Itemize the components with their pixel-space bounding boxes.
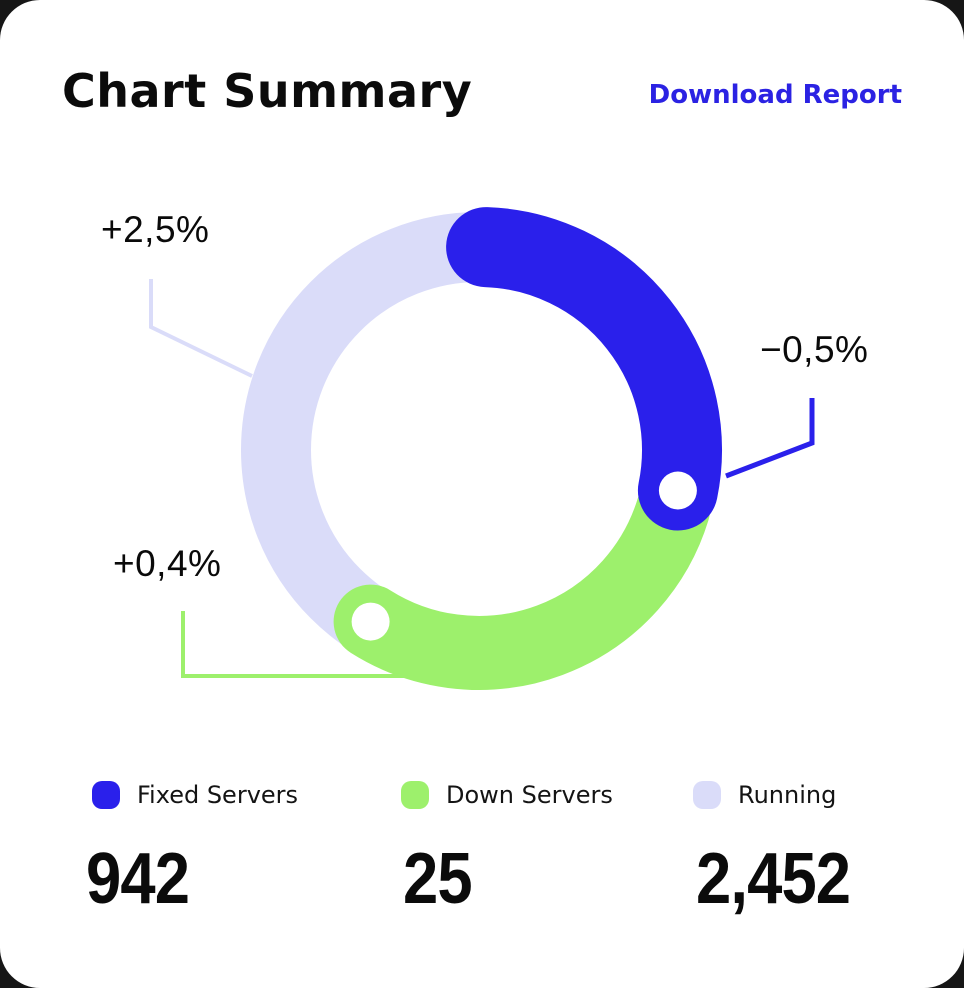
legend-dot-down-icon — [401, 781, 429, 809]
white-dot-down-cap — [351, 602, 390, 641]
legend-dot-running-icon — [693, 781, 721, 809]
callout-line-down — [181, 611, 430, 678]
value-down-servers: 25 — [403, 839, 473, 919]
donut-arc-down — [333, 472, 711, 690]
legend-item-down-servers: Down Servers — [401, 781, 613, 809]
legend-label-fixed: Fixed Servers — [137, 781, 299, 809]
annotation-fixed-delta: −0,5% — [760, 329, 869, 370]
legend-item-running: Running — [693, 781, 836, 809]
download-report-link[interactable]: Download Report — [648, 80, 902, 110]
page-title: Chart Summary — [62, 64, 473, 118]
legend-label-running: Running — [738, 781, 837, 809]
value-running: 2,452 — [696, 839, 851, 919]
value-fixed-servers: 942 — [86, 839, 190, 919]
legend-label-down: Down Servers — [446, 781, 613, 809]
annotation-down-delta: +0,4% — [113, 543, 222, 584]
donut-chart — [149, 207, 815, 690]
annotation-running-delta: +2,5% — [101, 209, 210, 250]
white-dot-fixed-cap — [658, 471, 697, 510]
legend-item-fixed-servers: Fixed Servers — [92, 781, 298, 809]
donut-arc-fixed — [446, 207, 722, 531]
callout-line-running — [149, 279, 253, 378]
callout-line-fixed — [725, 398, 815, 479]
legend-dot-fixed-icon — [92, 781, 120, 809]
